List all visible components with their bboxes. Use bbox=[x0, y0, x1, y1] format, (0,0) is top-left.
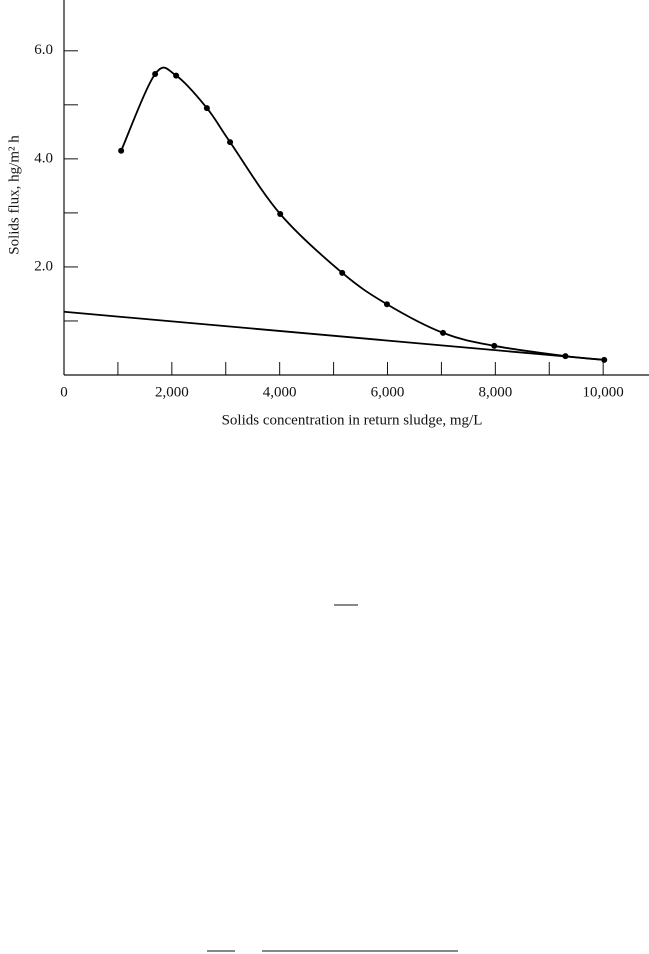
x-tick-label: 10,000 bbox=[583, 384, 624, 400]
x-tick-label: 4,000 bbox=[263, 384, 297, 400]
y-tick-label: 2.0 bbox=[34, 258, 53, 274]
data-point bbox=[339, 269, 346, 276]
data-point bbox=[383, 301, 390, 308]
data-point bbox=[118, 147, 125, 154]
y-tick-label: 4.0 bbox=[34, 150, 53, 166]
x-tick-label: 6,000 bbox=[371, 384, 405, 400]
curve bbox=[63, 310, 605, 361]
data-point bbox=[277, 210, 284, 217]
x-tick-label: 0 bbox=[60, 384, 68, 400]
data-point bbox=[491, 342, 498, 349]
x-axis-label: Solids concentration in return sludge, m… bbox=[222, 412, 483, 428]
data-point bbox=[152, 71, 159, 78]
y-tick-label: 6.0 bbox=[34, 42, 53, 58]
curve bbox=[120, 66, 605, 361]
y-axis-label: Solids flux, hg/m² h bbox=[6, 135, 22, 255]
data-point bbox=[440, 329, 447, 336]
data-point bbox=[227, 139, 234, 146]
x-tick-label: 2,000 bbox=[155, 384, 189, 400]
x-tick-label: 8,000 bbox=[478, 384, 512, 400]
data-point bbox=[203, 105, 210, 112]
data-point bbox=[173, 72, 180, 79]
